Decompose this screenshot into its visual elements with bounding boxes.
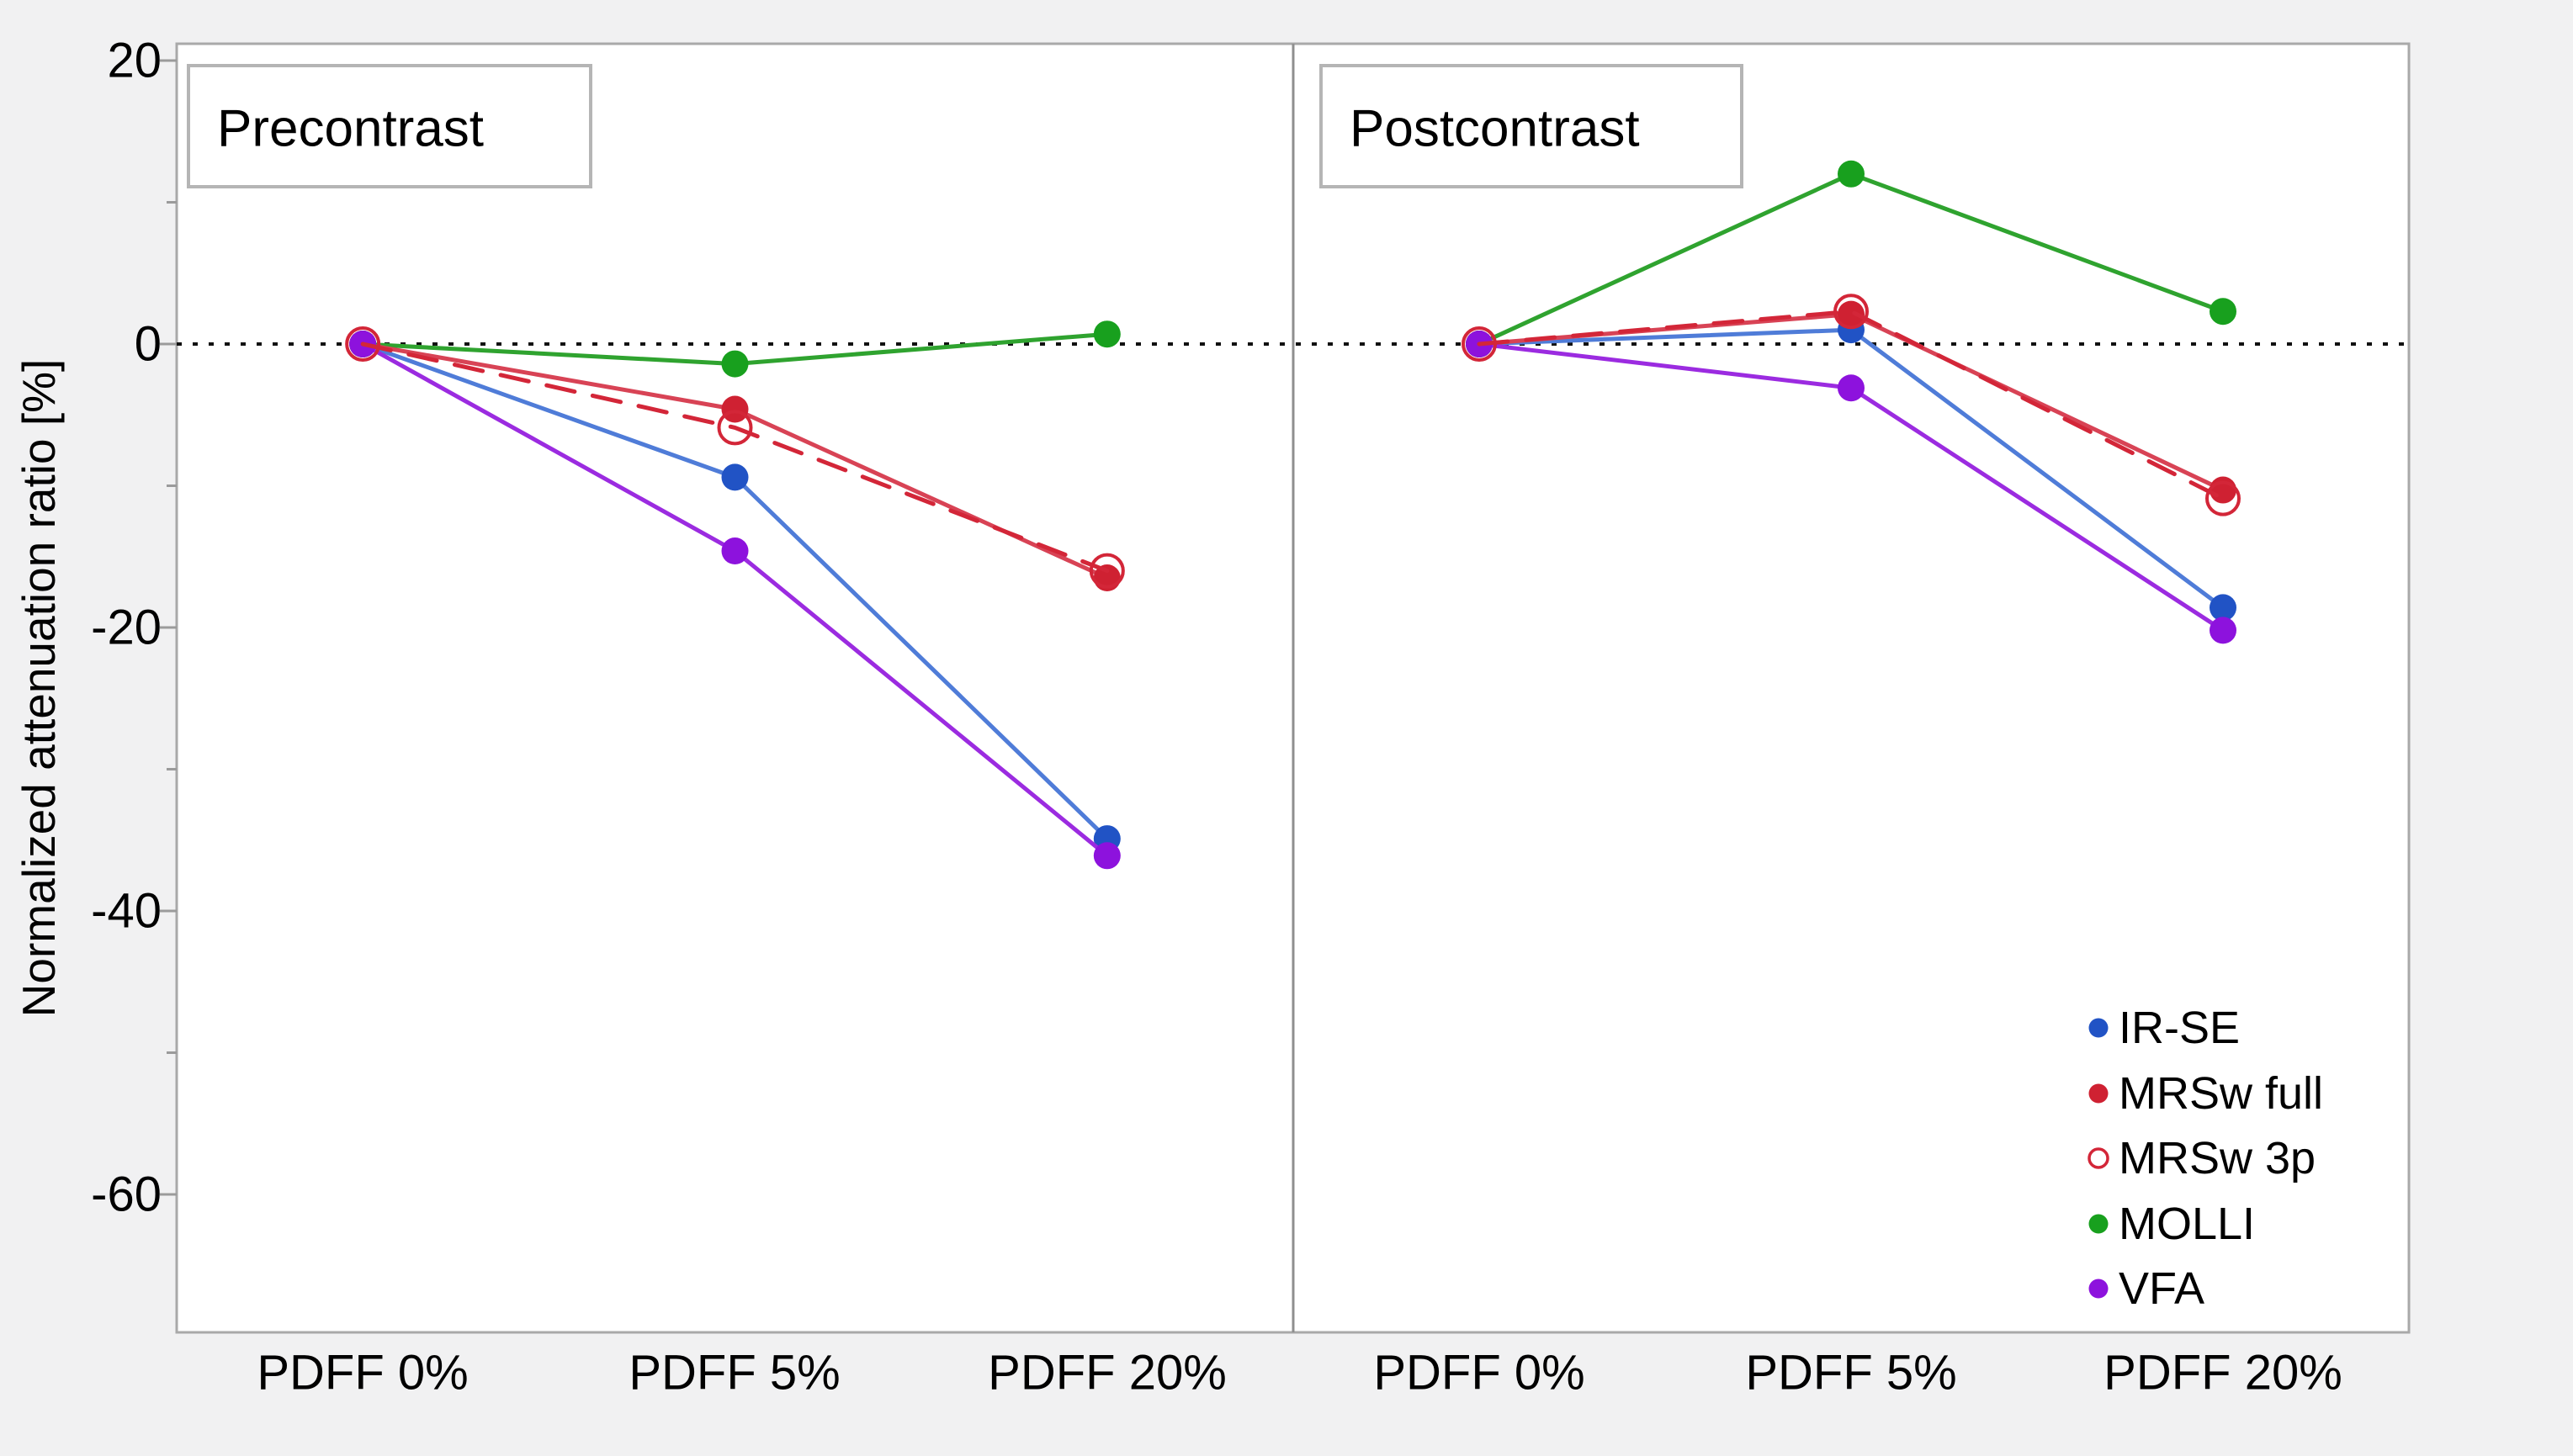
x-label-pre-pdff5: PDFF 5%: [629, 1346, 840, 1400]
plot-background-layer: [160, 42, 2411, 1334]
legend-label-ir-se: IR-SE: [2119, 1003, 2240, 1053]
marker-molli: [1093, 320, 1121, 348]
legend-label-vfa: VFA: [2119, 1263, 2204, 1314]
legend-marker-mrsw-full: [2088, 1083, 2109, 1104]
x-label-post-pdff0: PDFF 0%: [1373, 1346, 1584, 1400]
x-label-pre-pdff20: PDFF 20%: [988, 1346, 1227, 1400]
marker-molli: [721, 350, 749, 378]
marker-molli: [2210, 298, 2236, 326]
y-tick-label-20: 20: [107, 34, 162, 88]
marker-mrsw-full: [1838, 300, 1865, 328]
marker-open-mrsw-3p: [345, 326, 381, 362]
marker-mrsw-full: [2210, 476, 2236, 504]
legend-marker-ir-se: [2088, 1018, 2109, 1038]
marker-vfa: [1093, 842, 1121, 870]
marker-ir-se: [2210, 594, 2236, 622]
series-layer: [345, 160, 2241, 870]
x-label-post-pdff20: PDFF 20%: [2103, 1346, 2342, 1400]
y-axis-title: Normalized attenuation ratio [%]: [13, 359, 65, 1018]
panel-label-postcontrast: Postcontrast: [1350, 100, 1640, 158]
marker-mrsw-full: [721, 395, 749, 423]
marker-open-mrsw-3p: [717, 410, 753, 446]
marker-vfa: [2210, 617, 2236, 644]
y-tick-label--40: -40: [91, 884, 162, 939]
marker-vfa: [721, 537, 749, 565]
panel-label-precontrast: Precontrast: [217, 100, 484, 158]
legend-marker-mrsw-3p: [2088, 1147, 2109, 1169]
panel-label-boxes-layer: [187, 64, 1743, 188]
series-line-mrsw-3p: [1477, 309, 2226, 501]
series-line-mrsw-3p: [360, 341, 1110, 574]
marker-ir-se: [721, 463, 749, 491]
legend-marker-vfa: [2088, 1279, 2109, 1299]
marker-open-mrsw-3p: [1089, 553, 1125, 589]
panel-label-box-precontrast: [187, 64, 592, 188]
marker-vfa: [1838, 374, 1865, 402]
x-label-pre-pdff0: PDFF 0%: [257, 1346, 468, 1400]
y-tick-label-0: 0: [135, 317, 162, 372]
legend-label-molli: MOLLI: [2119, 1199, 2255, 1249]
x-label-post-pdff5: PDFF 5%: [1745, 1346, 1956, 1400]
panel-label-box-postcontrast: [1319, 64, 1743, 188]
marker-open-mrsw-3p: [2205, 480, 2241, 516]
legend-label-mrsw-3p: MRSw 3p: [2119, 1133, 2316, 1183]
legend-marker-molli: [2088, 1214, 2109, 1234]
marker-molli: [1838, 160, 1865, 188]
marker-open-mrsw-3p: [1462, 326, 1497, 362]
marker-open-mrsw-3p: [1833, 294, 1869, 330]
legend-marker-layer: [2088, 1018, 2109, 1299]
y-tick-label--20: -20: [91, 601, 162, 655]
legend-label-mrsw-full: MRSw full: [2119, 1068, 2323, 1119]
y-tick-label--60: -60: [91, 1167, 162, 1222]
